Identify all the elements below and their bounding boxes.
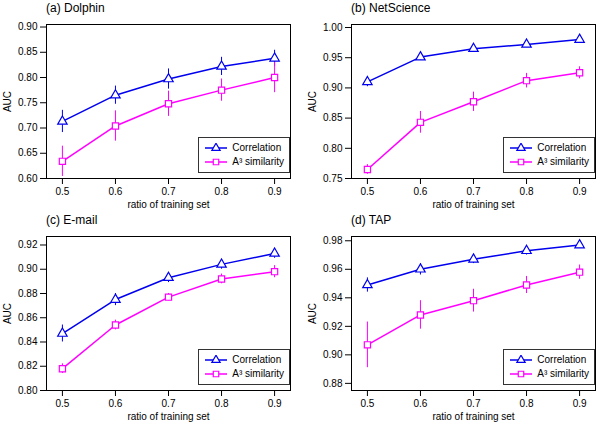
svg-text:0.92: 0.92: [18, 239, 38, 250]
svg-text:0.90: 0.90: [18, 263, 38, 274]
svg-text:0.75: 0.75: [323, 173, 343, 184]
html-text:Correlation: Correlation: [537, 354, 587, 365]
svg-text:0.88: 0.88: [18, 288, 38, 299]
svg-text:0.90: 0.90: [18, 21, 38, 32]
svg-text:0.84: 0.84: [18, 336, 38, 347]
svg-text:0.7: 0.7: [467, 186, 481, 197]
svg-text:0.70: 0.70: [18, 122, 38, 133]
html-text:Correlation: Correlation: [232, 142, 282, 153]
svg-text:0.6: 0.6: [414, 186, 428, 197]
svg-text:0.6: 0.6: [109, 186, 123, 197]
html-text:A³ similarity: A³ similarity: [537, 368, 589, 379]
html-text:(b) NetScience: (b) NetScience: [351, 1, 431, 15]
svg-text:AUC: AUC: [2, 303, 13, 324]
html-text:Correlation: Correlation: [537, 142, 587, 153]
svg-text:0.80: 0.80: [18, 72, 38, 83]
svg-text:AUC: AUC: [307, 303, 318, 324]
svg-text:0.8: 0.8: [520, 398, 534, 409]
svg-text:0.80: 0.80: [18, 385, 38, 396]
html-text:(d) TAP: (d) TAP: [351, 213, 392, 227]
svg-text:0.7: 0.7: [162, 186, 176, 197]
svg-text:ratio of training set: ratio of training set: [432, 411, 514, 422]
svg-text:0.98: 0.98: [323, 235, 343, 246]
svg-text:0.7: 0.7: [467, 398, 481, 409]
svg-text:ratio of training set: ratio of training set: [127, 199, 209, 210]
svg-text:0.5: 0.5: [55, 398, 69, 409]
svg-text:AUC: AUC: [307, 91, 318, 112]
svg-text:0.8: 0.8: [215, 398, 229, 409]
svg-text:0.80: 0.80: [323, 143, 343, 154]
html-text:(a) Dolphin: (a) Dolphin: [46, 1, 105, 15]
svg-text:0.60: 0.60: [18, 173, 38, 184]
svg-text:0.90: 0.90: [323, 349, 343, 360]
svg-text:0.9: 0.9: [268, 186, 282, 197]
svg-text:0.96: 0.96: [323, 263, 343, 274]
svg-text:0.85: 0.85: [18, 46, 38, 57]
svg-text:0.94: 0.94: [323, 292, 343, 303]
svg-text:0.8: 0.8: [215, 186, 229, 197]
html-text:A³ similarity: A³ similarity: [232, 156, 284, 167]
svg-text:0.7: 0.7: [162, 398, 176, 409]
html-text:(c) E-mail: (c) E-mail: [46, 213, 98, 227]
html-text:Correlation: Correlation: [232, 354, 282, 365]
svg-text:0.88: 0.88: [323, 378, 343, 389]
svg-text:0.6: 0.6: [109, 398, 123, 409]
svg-text:0.75: 0.75: [18, 97, 38, 108]
svg-text:0.82: 0.82: [18, 360, 38, 371]
svg-text:0.5: 0.5: [360, 186, 374, 197]
svg-text:0.8: 0.8: [520, 186, 534, 197]
svg-text:0.85: 0.85: [323, 112, 343, 123]
svg-text:0.95: 0.95: [323, 52, 343, 63]
svg-text:0.65: 0.65: [18, 147, 38, 158]
svg-text:0.9: 0.9: [573, 398, 587, 409]
svg-text:ratio of training set: ratio of training set: [127, 411, 209, 422]
svg-text:0.5: 0.5: [55, 186, 69, 197]
svg-text:0.9: 0.9: [573, 186, 587, 197]
svg-text:0.90: 0.90: [323, 82, 343, 93]
html-text:A³ similarity: A³ similarity: [232, 368, 284, 379]
svg-text:0.6: 0.6: [414, 398, 428, 409]
svg-text:0.92: 0.92: [323, 321, 343, 332]
svg-text:0.9: 0.9: [268, 398, 282, 409]
svg-text:0.86: 0.86: [18, 312, 38, 323]
svg-text:ratio of training set: ratio of training set: [432, 199, 514, 210]
svg-text:0.5: 0.5: [360, 398, 374, 409]
html-text:A³ similarity: A³ similarity: [537, 156, 589, 167]
svg-text:AUC: AUC: [2, 91, 13, 112]
svg-text:1.00: 1.00: [323, 22, 343, 33]
